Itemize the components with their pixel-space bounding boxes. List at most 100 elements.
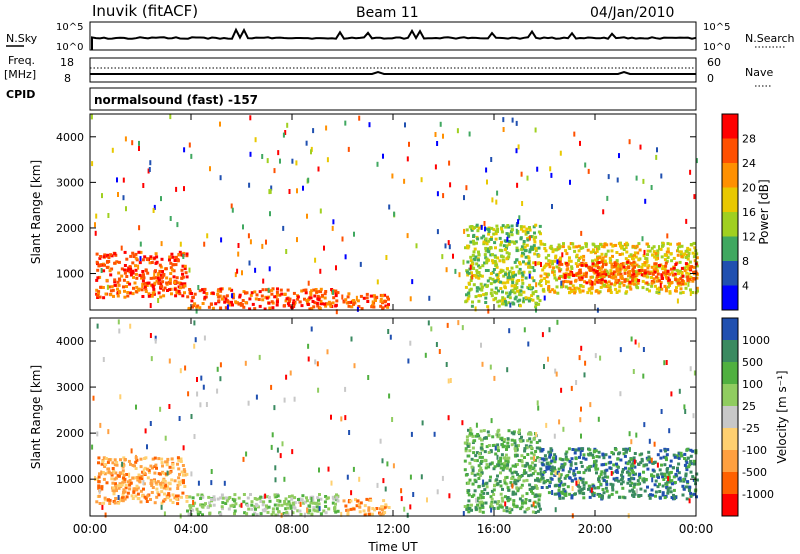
data-cell: [334, 291, 338, 295]
data-cell: [477, 250, 480, 254]
data-cell: [137, 473, 141, 477]
data-cell: [686, 480, 690, 484]
data-cell: [219, 376, 222, 382]
data-cell: [632, 456, 636, 460]
data-cell: [217, 299, 221, 303]
data-cell: [477, 485, 481, 489]
data-cell: [559, 150, 562, 156]
data-cell: [489, 282, 493, 286]
data-cell: [520, 459, 524, 463]
data-cell: [476, 286, 480, 290]
data-cell: [302, 288, 306, 292]
data-cell: [135, 454, 137, 460]
data-cell: [179, 286, 182, 290]
data-cell: [663, 447, 667, 451]
data-cell: [555, 371, 558, 377]
data-cell: [341, 294, 344, 300]
data-cell: [532, 501, 535, 507]
data-cell: [664, 269, 668, 273]
data-cell: [474, 255, 478, 259]
data-cell: [470, 271, 473, 275]
data-cell: [494, 237, 498, 241]
data-cell: [628, 479, 632, 483]
data-cell: [98, 295, 102, 299]
data-cell: [380, 508, 384, 512]
data-cell: [386, 461, 389, 467]
colorbar-tick-label: -25: [742, 422, 760, 435]
data-cell: [116, 287, 119, 291]
data-cell: [689, 366, 692, 372]
data-cell: [550, 472, 554, 476]
data-cell: [622, 283, 626, 287]
data-cell: [653, 284, 657, 288]
data-cell: [558, 496, 562, 500]
data-cell: [481, 361, 484, 367]
data-cell: [599, 472, 603, 476]
data-cell: [582, 272, 586, 276]
data-cell: [254, 507, 257, 511]
data-cell: [465, 435, 469, 439]
data-cell: [164, 460, 168, 464]
data-cell: [487, 230, 491, 233]
data-cell: [134, 264, 137, 268]
data-cell: [347, 301, 351, 304]
data-cell: [549, 453, 553, 457]
data-cell: [159, 483, 163, 487]
data-cell: [183, 284, 187, 288]
data-cell: [100, 485, 104, 489]
data-cell: [254, 267, 257, 273]
data-cell: [175, 281, 179, 285]
data-cell: [654, 267, 658, 271]
data-cell: [626, 462, 630, 466]
data-cell: [574, 477, 578, 481]
data-cell: [512, 270, 516, 274]
data-cell: [230, 300, 233, 304]
data-cell: [633, 452, 637, 455]
data-cell: [253, 290, 257, 294]
data-cell: [492, 467, 496, 471]
data-cell: [544, 457, 548, 461]
data-cell: [563, 493, 567, 497]
data-cell: [375, 507, 379, 510]
data-cell: [152, 276, 156, 280]
data-cell: [346, 508, 350, 512]
data-cell: [196, 493, 200, 497]
data-cell: [442, 133, 444, 139]
data-cell: [196, 304, 200, 308]
xtick-label: 04:00: [174, 522, 209, 536]
data-cell: [647, 264, 651, 268]
data-cell: [639, 487, 643, 491]
data-cell: [666, 448, 670, 452]
data-cell: [484, 301, 488, 304]
data-cell: [650, 246, 654, 250]
data-cell: [537, 282, 541, 286]
data-cell: [326, 302, 330, 306]
data-cell: [131, 140, 134, 146]
data-cell: [534, 511, 538, 514]
data-cell: [289, 370, 292, 376]
data-cell: [155, 495, 159, 499]
data-cell: [409, 504, 412, 510]
data-cell: [168, 258, 171, 262]
data-cell: [205, 292, 209, 295]
data-cell: [520, 474, 524, 477]
data-cell: [475, 271, 479, 275]
data-cell: [477, 271, 481, 274]
data-cell: [589, 452, 593, 456]
data-cell: [514, 454, 518, 458]
data-cell: [388, 393, 391, 399]
data-cell: [573, 287, 577, 290]
data-cell: [501, 499, 505, 503]
data-cell: [487, 451, 491, 454]
data-cell: [660, 255, 664, 259]
data-cell: [365, 497, 369, 501]
data-cell: [674, 278, 678, 282]
data-cell: [515, 279, 519, 283]
data-cell: [383, 293, 387, 297]
data-cell: [326, 349, 329, 355]
data-cell: [484, 466, 488, 470]
data-cell: [574, 448, 578, 452]
data-cell: [105, 278, 109, 282]
